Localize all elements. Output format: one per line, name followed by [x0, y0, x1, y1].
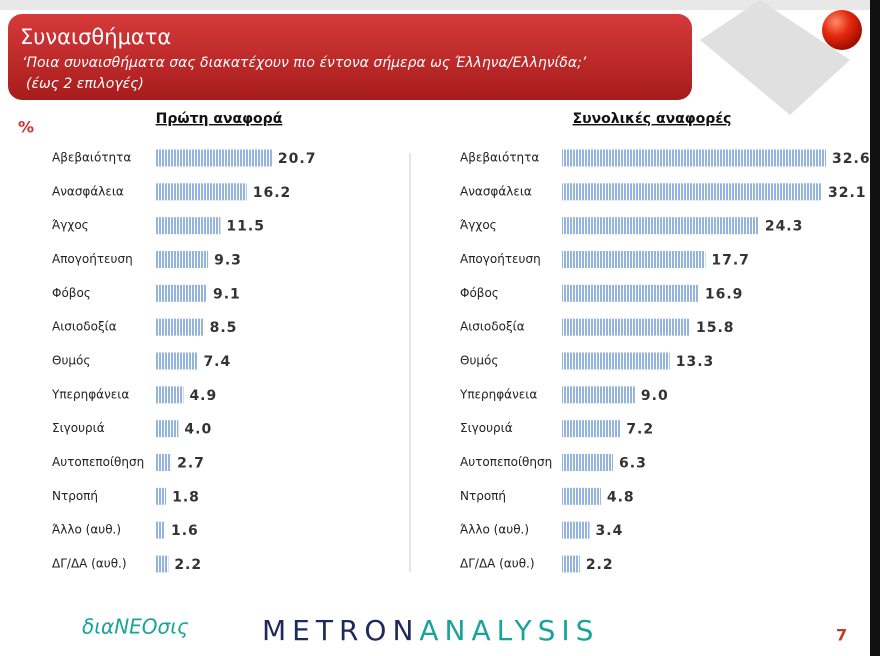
category-label: Άλλο (αυθ.)	[460, 523, 529, 537]
bar	[156, 284, 207, 302]
brand-b: ANALYSIS	[419, 614, 599, 647]
category-label: Υπερηφάνεια	[51, 387, 129, 401]
bar	[156, 386, 184, 404]
category-label: Υπερηφάνεια	[459, 387, 537, 401]
category-label: Ανασφάλεια	[460, 184, 532, 198]
value-label: 1.6	[171, 523, 199, 539]
value-label: 4.8	[607, 489, 635, 505]
bar	[156, 555, 169, 573]
value-label: 13.3	[676, 354, 715, 370]
category-label: Αισιοδοξία	[460, 320, 525, 334]
title: Συναισθήματα	[20, 25, 171, 49]
value-label: 9.0	[641, 388, 669, 404]
category-label: Ανασφάλεια	[52, 184, 124, 198]
value-label: 7.2	[626, 422, 654, 438]
header-banner	[8, 14, 692, 100]
page-number: 7	[836, 626, 847, 645]
value-label: 15.8	[696, 320, 735, 336]
bar	[156, 521, 165, 539]
decor-diamond	[700, 0, 850, 115]
value-label: 9.3	[214, 253, 242, 269]
bar	[156, 318, 204, 336]
value-label: 4.9	[189, 388, 217, 404]
bar	[156, 487, 167, 505]
category-label: Φόβος	[460, 286, 499, 300]
category-label: Αβεβαιότητα	[460, 151, 539, 165]
category-label: Απογοήτευση	[460, 252, 541, 266]
value-label: 8.5	[210, 320, 238, 336]
category-label: Αισιοδοξία	[52, 320, 117, 334]
subtitle-note: (έως 2 επιλογές)	[26, 76, 144, 92]
value-label: 6.3	[619, 456, 647, 472]
value-label: 20.7	[278, 151, 317, 167]
value-label: 24.3	[765, 219, 804, 235]
bar	[562, 251, 706, 268]
category-label: Θυμός	[460, 354, 498, 368]
bar	[562, 487, 601, 505]
category-label: ΔΓ/ΔΑ (αυθ.)	[52, 557, 127, 571]
brand: METRONANALYSIS	[262, 614, 599, 647]
value-label: 2.2	[586, 557, 614, 573]
category-label: Θυμός	[52, 354, 90, 368]
category-label: Φόβος	[52, 286, 91, 300]
category-label: Άγχος	[52, 218, 89, 232]
bar	[562, 183, 823, 201]
value-label: 2.2	[174, 557, 202, 573]
bar	[562, 420, 621, 438]
value-label: 17.7	[711, 253, 750, 269]
chart-title: Πρώτη αναφορά	[156, 111, 283, 127]
bar	[156, 352, 198, 370]
bar	[156, 251, 209, 268]
category-label: Σιγουριά	[52, 421, 105, 435]
category-label: Άλλο (αυθ.)	[52, 523, 121, 537]
bar	[562, 521, 590, 539]
value-label: 4.0	[184, 422, 212, 438]
top-strip	[0, 0, 880, 10]
bar	[562, 454, 614, 471]
value-label: 3.4	[596, 523, 624, 539]
category-label: ΔΓ/ΔΑ (αυθ.)	[460, 557, 535, 571]
category-label: Ντροπή	[52, 489, 98, 503]
bar	[562, 318, 690, 336]
bar	[156, 149, 272, 167]
chart-title: Συνολικές αναφορές	[573, 111, 732, 127]
bar	[156, 183, 247, 201]
brand-a: METRON	[262, 614, 419, 647]
bar	[156, 420, 179, 438]
bar	[562, 555, 580, 573]
value-label: 7.4	[203, 354, 231, 370]
category-label: Άγχος	[460, 218, 497, 232]
right-edge	[870, 0, 880, 656]
logo: διαΝΕΟσις	[82, 615, 189, 639]
category-label: Αυτοπεποίθηση	[460, 455, 552, 469]
decor-ball	[822, 10, 862, 50]
value-label: 32.1	[828, 185, 867, 201]
category-label: Ντροπή	[460, 489, 506, 503]
bar	[156, 217, 221, 235]
category-label: Αυτοπεποίθηση	[52, 455, 144, 469]
value-label: 16.2	[253, 185, 292, 201]
bar	[562, 149, 827, 167]
value-label: 32.6	[832, 151, 871, 167]
value-label: 16.9	[705, 286, 744, 302]
bar	[562, 217, 759, 235]
category-label: Αβεβαιότητα	[52, 151, 131, 165]
category-label: Σιγουριά	[460, 421, 513, 435]
bar	[156, 454, 172, 471]
value-label: 2.7	[177, 456, 205, 472]
subtitle: ‘Ποια συναισθήματα σας διακατέχουν πιο έ…	[22, 55, 587, 71]
value-label: 11.5	[226, 219, 265, 235]
value-label: 9.1	[213, 286, 241, 302]
value-label: 1.8	[172, 489, 200, 505]
unit-label: %	[18, 118, 34, 137]
bar	[562, 352, 670, 370]
bar	[562, 284, 699, 302]
category-label: Απογοήτευση	[52, 252, 133, 266]
bar	[562, 386, 635, 404]
